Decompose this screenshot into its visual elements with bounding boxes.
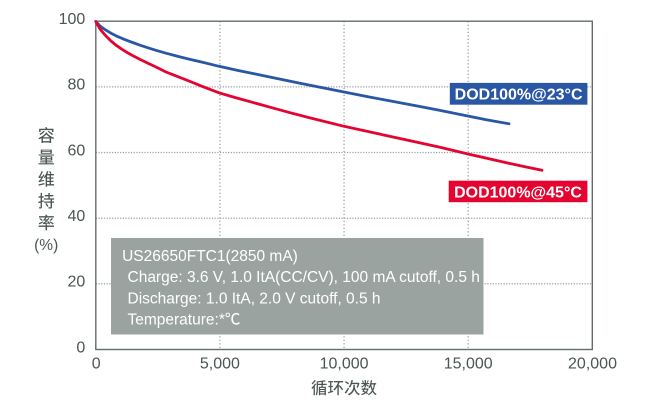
svg-text:Temperature:*: Temperature:*	[128, 312, 225, 329]
svg-text:5,000: 5,000	[200, 356, 240, 373]
svg-text:DOD100%@23°C: DOD100%@23°C	[455, 87, 583, 104]
svg-text:60: 60	[68, 142, 86, 159]
svg-text:0: 0	[92, 356, 101, 373]
svg-text:100: 100	[59, 11, 86, 28]
svg-text:(%): (%)	[34, 237, 58, 254]
svg-text:Discharge: 1.0 ItA, 2.0 V cuto: Discharge: 1.0 ItA, 2.0 V cutoff, 0.5 h	[128, 290, 381, 307]
svg-text:0: 0	[76, 339, 85, 356]
svg-text:80: 80	[68, 77, 86, 94]
svg-text:Charge: 3.6 V, 1.0 ItA(CC/CV),: Charge: 3.6 V, 1.0 ItA(CC/CV), 100 mA cu…	[128, 269, 480, 286]
svg-text:20,000: 20,000	[568, 356, 617, 373]
svg-text:US26650FTC1(2850 mA): US26650FTC1(2850 mA)	[122, 248, 298, 265]
svg-text:15,000: 15,000	[444, 356, 493, 373]
svg-text:10,000: 10,000	[320, 356, 369, 373]
svg-text:40: 40	[68, 208, 86, 225]
svg-text:20: 20	[68, 274, 86, 291]
svg-text:DOD100%@45°C: DOD100%@45°C	[454, 184, 582, 201]
